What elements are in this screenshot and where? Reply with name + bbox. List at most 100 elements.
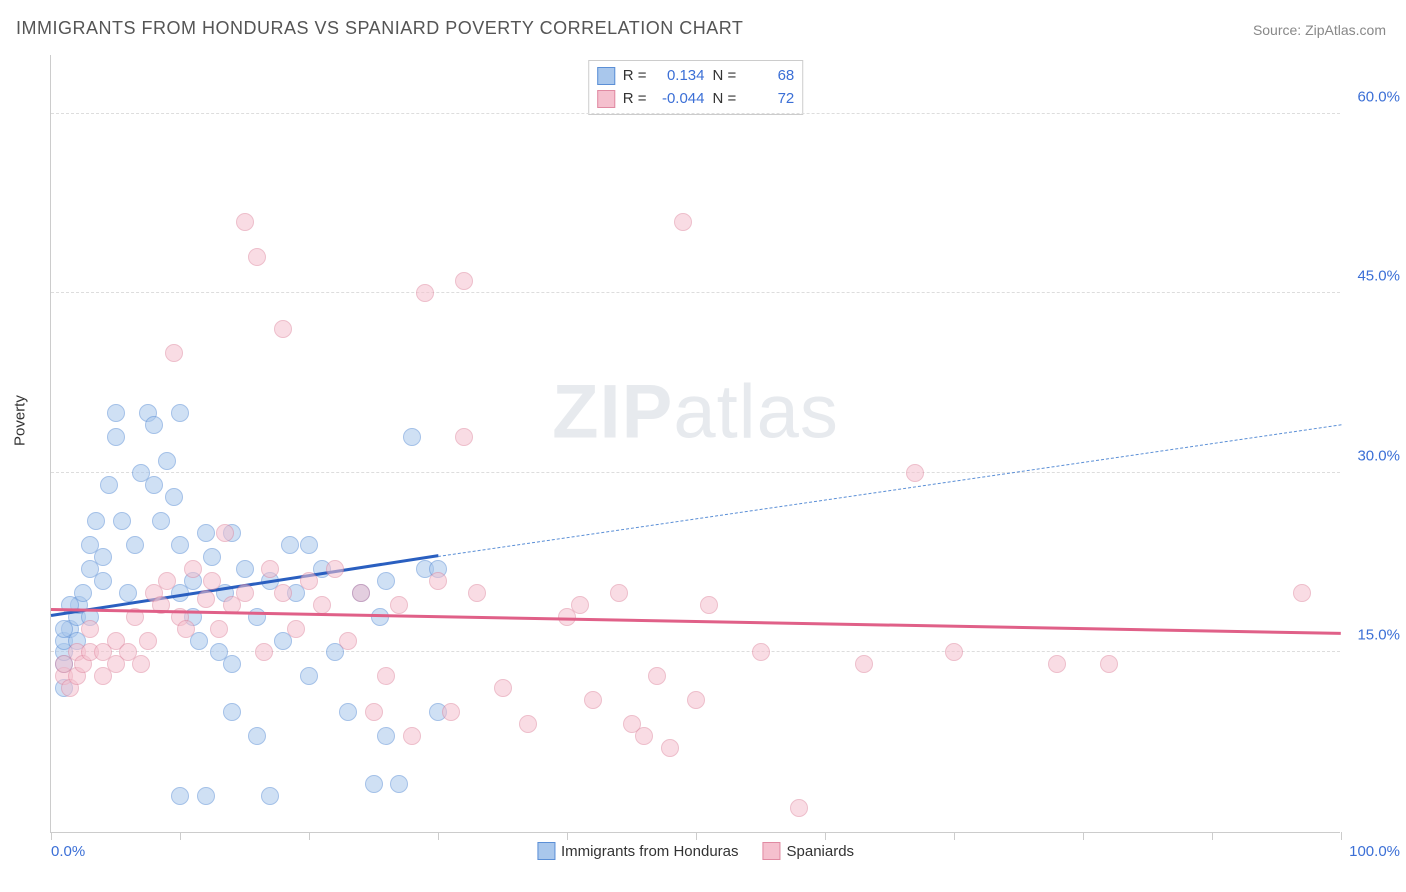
watermark: ZIPatlas [552,369,839,456]
data-point [648,667,666,685]
data-point [197,787,215,805]
x-axis-max-label: 100.0% [1349,843,1400,860]
legend-r-label: R = [623,88,647,111]
data-point [81,620,99,638]
data-point [107,428,125,446]
data-point [1048,655,1066,673]
data-point [855,655,873,673]
data-point [442,703,460,721]
legend-swatch [537,842,555,860]
data-point [339,632,357,650]
data-point [584,691,602,709]
x-tick [51,832,52,840]
data-point [158,452,176,470]
data-point [519,715,537,733]
x-tick [438,832,439,840]
data-point [119,584,137,602]
data-point [610,584,628,602]
data-point [674,213,692,231]
data-point [210,620,228,638]
data-point [216,524,234,542]
x-axis-min-label: 0.0% [51,843,85,860]
data-point [661,739,679,757]
legend-swatch [597,90,615,108]
trend-line [51,608,1341,635]
data-point [113,512,131,530]
data-point [261,560,279,578]
x-tick [1212,832,1213,840]
legend-swatch [597,67,615,85]
gridline [51,651,1340,652]
x-tick [180,832,181,840]
data-point [403,727,421,745]
series-legend-item: Spaniards [763,842,855,860]
y-tick-label: 60.0% [1345,88,1400,105]
data-point [790,799,808,817]
data-point [1293,584,1311,602]
y-tick-label: 45.0% [1345,268,1400,285]
data-point [152,512,170,530]
data-point [261,787,279,805]
trend-line [438,424,1341,557]
data-point [274,320,292,338]
data-point [236,213,254,231]
data-point [107,404,125,422]
y-axis-title: Poverty [12,395,29,446]
data-point [326,560,344,578]
x-tick [309,832,310,840]
data-point [236,560,254,578]
series-legend: Immigrants from HondurasSpaniards [537,842,854,860]
data-point [687,691,705,709]
data-point [171,536,189,554]
data-point [165,344,183,362]
data-point [377,572,395,590]
data-point [365,703,383,721]
data-point [145,416,163,434]
data-point [752,643,770,661]
y-tick-label: 30.0% [1345,447,1400,464]
data-point [255,643,273,661]
y-tick-label: 15.0% [1345,627,1400,644]
data-point [274,584,292,602]
legend-n-value: 72 [744,88,794,111]
data-point [300,572,318,590]
data-point [94,572,112,590]
data-point [287,620,305,638]
x-tick [696,832,697,840]
data-point [177,620,195,638]
data-point [300,536,318,554]
data-point [203,572,221,590]
x-tick [1341,832,1342,840]
data-point [377,727,395,745]
data-point [248,727,266,745]
legend-n-label: N = [713,65,737,88]
data-point [100,476,118,494]
legend-row: R =0.134N =68 [597,65,795,88]
plot-area: ZIPatlas R =0.134N =68R =-0.044N =72 Imm… [50,55,1340,833]
legend-r-label: R = [623,65,647,88]
data-point [390,596,408,614]
data-point [165,488,183,506]
data-point [1100,655,1118,673]
data-point [455,428,473,446]
data-point [197,590,215,608]
data-point [365,775,383,793]
x-tick [567,832,568,840]
data-point [377,667,395,685]
data-point [468,584,486,602]
data-point [313,596,331,614]
data-point [197,524,215,542]
data-point [945,643,963,661]
data-point [145,476,163,494]
data-point [403,428,421,446]
gridline [51,113,1340,114]
data-point [139,632,157,650]
series-legend-label: Spaniards [787,843,855,860]
data-point [390,775,408,793]
data-point [429,572,447,590]
data-point [248,248,266,266]
data-point [416,284,434,302]
data-point [906,464,924,482]
data-point [158,572,176,590]
data-point [171,404,189,422]
